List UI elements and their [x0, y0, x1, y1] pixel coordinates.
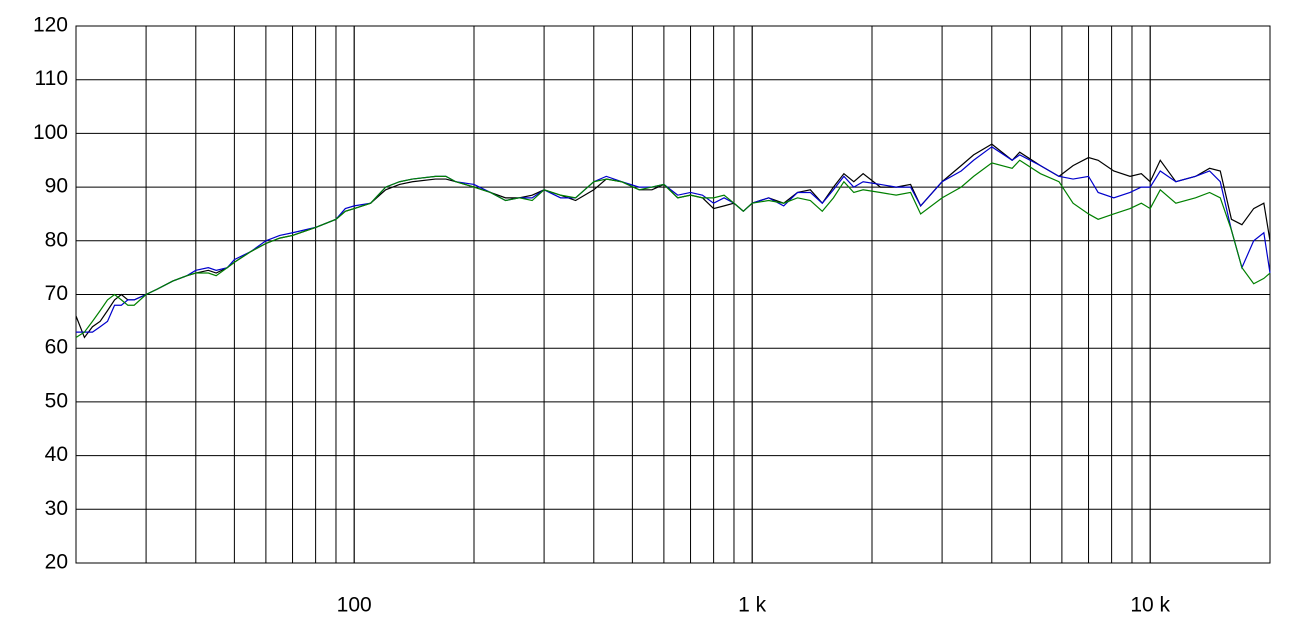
- y-tick-label: 70: [45, 282, 68, 305]
- y-tick-label: 30: [45, 497, 68, 520]
- y-tick-label: 50: [45, 389, 68, 412]
- x-tick-label: 100: [337, 594, 372, 617]
- y-tick-label: 100: [33, 121, 68, 144]
- x-tick-label: 10 k: [1130, 594, 1170, 617]
- series-line: [75, 159, 1271, 338]
- y-tick-label: 120: [33, 14, 68, 37]
- x-tick-label: 1 k: [738, 594, 767, 617]
- y-tick-label: 20: [45, 551, 68, 574]
- y-tick-label: 90: [45, 175, 68, 198]
- y-tick-label: 80: [45, 228, 68, 251]
- y-tick-label: 110: [35, 67, 68, 90]
- y-tick-label: 40: [45, 443, 68, 466]
- y-tick-label: 60: [45, 336, 68, 359]
